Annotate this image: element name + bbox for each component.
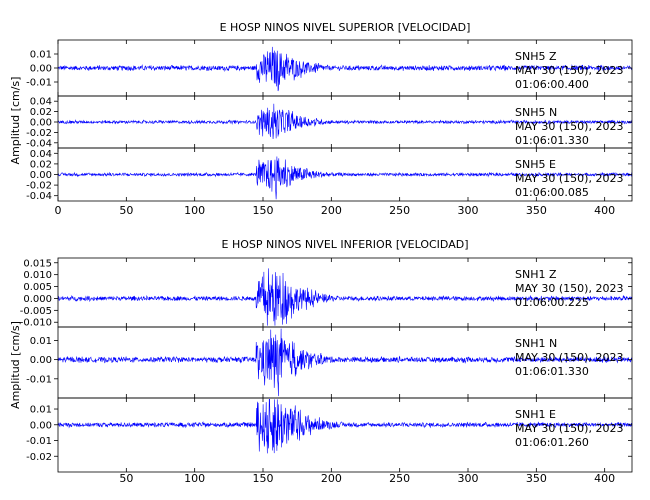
x-tick-label: 250 <box>389 472 410 485</box>
seismic-trace <box>57 268 633 326</box>
y-tick-label: 0.00 <box>30 170 52 181</box>
y-tick-label: -0.010 <box>20 318 52 329</box>
y-tick-label: -0.04 <box>26 138 52 149</box>
y-tick-label: 0.01 <box>30 336 52 347</box>
y-tick-label: 0.000 <box>23 294 52 305</box>
y-tick-label: 0.04 <box>30 97 52 108</box>
y-tick-label: -0.01 <box>26 436 52 447</box>
x-tick-label: 200 <box>321 204 342 217</box>
y-tick-label: -0.01 <box>26 374 52 385</box>
y-tick-label: 0.015 <box>23 258 52 269</box>
station-label: SNH5 N <box>515 106 557 119</box>
y-tick-label: -0.02 <box>26 452 52 463</box>
time-label: 01:06:00.225 <box>515 296 589 309</box>
date-label: MAY 30 (150), 2023 <box>515 120 623 133</box>
y-tick-label: 0.04 <box>30 149 52 160</box>
x-tick-label: 300 <box>458 204 479 217</box>
y-axis-label: Amplitud [cm/s] <box>9 77 22 165</box>
y-tick-label: 0.005 <box>23 282 52 293</box>
x-tick-label: 350 <box>526 204 547 217</box>
time-label: 01:06:01.260 <box>515 436 589 449</box>
seismic-trace <box>57 103 633 140</box>
y-axis-label: Amplitud [cm/s] <box>9 321 22 409</box>
panel-frame <box>57 397 633 473</box>
time-label: 01:06:01.330 <box>515 365 589 378</box>
x-tick-label: 100 <box>184 204 205 217</box>
y-tick-label: 0.01 <box>30 405 52 416</box>
x-tick-label: 100 <box>184 472 205 485</box>
station-label: SNH1 E <box>515 408 556 421</box>
y-tick-label: 0.00 <box>30 64 52 75</box>
date-label: MAY 30 (150), 2023 <box>515 282 623 295</box>
seismic-trace <box>57 156 633 200</box>
chart-title: E HOSP NINOS NIVEL INFERIOR [VELOCIDAD] <box>222 238 469 251</box>
x-tick-label: 400 <box>594 472 615 485</box>
station-label: SNH1 Z <box>515 268 557 281</box>
time-label: 01:06:00.400 <box>515 78 589 91</box>
y-tick-label: 0.02 <box>30 159 52 170</box>
y-tick-label: 0.02 <box>30 107 52 118</box>
seismic-trace <box>57 46 633 92</box>
y-tick-label: 0.00 <box>30 420 52 431</box>
seismic-trace <box>57 399 633 454</box>
chart-superior: E HOSP NINOS NIVEL SUPERIOR [VELOCIDAD] A… <box>9 21 633 217</box>
time-label: 01:06:00.085 <box>515 186 589 199</box>
y-tick-label: 0.010 <box>23 270 52 281</box>
y-tick-label: -0.01 <box>26 78 52 89</box>
date-label: MAY 30 (150), 2023 <box>515 422 623 435</box>
x-tick-label: 400 <box>594 204 615 217</box>
y-tick-label: -0.02 <box>26 181 52 192</box>
y-tick-label: 0.01 <box>30 50 52 61</box>
x-tick-label: 200 <box>321 472 342 485</box>
chart-title: E HOSP NINOS NIVEL SUPERIOR [VELOCIDAD] <box>220 21 471 34</box>
seismic-trace <box>57 328 633 397</box>
x-tick-label: 0 <box>55 204 62 217</box>
x-tick-label: 150 <box>253 204 274 217</box>
y-tick-label: 0.00 <box>30 118 52 129</box>
x-tick-label: 50 <box>119 472 133 485</box>
x-tick-label: 300 <box>458 472 479 485</box>
date-label: MAY 30 (150), 2023 <box>515 351 623 364</box>
x-tick-label: 350 <box>526 472 547 485</box>
y-tick-label: 0.00 <box>30 355 52 366</box>
y-tick-label: -0.04 <box>26 191 52 202</box>
station-label: SNH1 N <box>515 337 557 350</box>
chart-inferior: E HOSP NINOS NIVEL INFERIOR [VELOCIDAD] A… <box>9 238 633 485</box>
time-label: 01:06:01.330 <box>515 134 589 147</box>
x-tick-label: 50 <box>119 204 133 217</box>
x-tick-label: 150 <box>253 472 274 485</box>
station-label: SNH5 Z <box>515 50 557 63</box>
date-label: MAY 30 (150), 2023 <box>515 172 623 185</box>
x-tick-label: 250 <box>389 204 410 217</box>
date-label: MAY 30 (150), 2023 <box>515 64 623 77</box>
y-tick-label: -0.02 <box>26 128 52 139</box>
station-label: SNH5 E <box>515 158 556 171</box>
y-tick-label: -0.005 <box>20 306 52 317</box>
